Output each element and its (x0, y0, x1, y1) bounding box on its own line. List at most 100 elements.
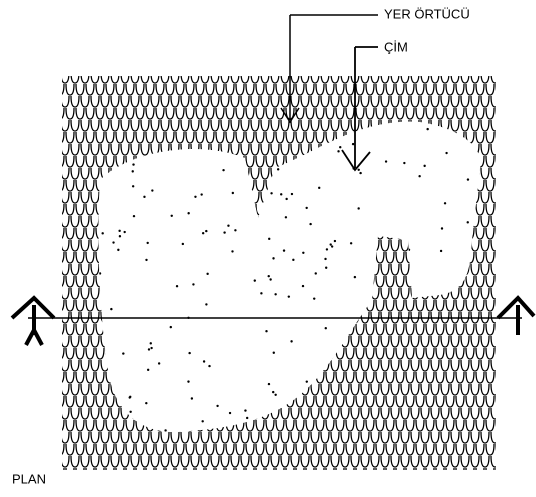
lawn-dot (117, 248, 120, 252)
lawn-dot (143, 195, 146, 199)
lawn-dot (384, 160, 388, 163)
lawn-dot (122, 352, 125, 355)
lawn-dot (325, 248, 329, 251)
lawn-dot (443, 202, 447, 205)
lawn-dot (423, 164, 426, 168)
lawn-dot (187, 380, 190, 383)
lawn-dot (314, 272, 317, 275)
lawn-leader (341, 46, 378, 172)
lawn-dot (357, 168, 360, 171)
lawn-dot (145, 258, 148, 262)
lawn-dot (188, 351, 191, 355)
lawn-dot (282, 249, 286, 252)
lawn-dot (318, 186, 321, 190)
section-marker-left (10, 295, 56, 346)
lawn-dot (276, 168, 280, 171)
lawn-dot (132, 214, 136, 218)
lawn-dot (426, 127, 429, 131)
lawn-dot (244, 409, 247, 412)
lawn-dot (253, 279, 256, 282)
lawn-dot (231, 250, 234, 253)
lawn-dot (287, 295, 291, 298)
lawn-dot (329, 243, 332, 246)
lawn-dot (267, 274, 270, 278)
lawn-dot (359, 171, 362, 175)
lawn-dot (439, 249, 443, 253)
lawn-dot (164, 429, 167, 432)
lawn-dot (169, 325, 173, 329)
ground-cover-label: YER ÖRTÜCÜ (384, 6, 470, 21)
lawn-dot (128, 396, 131, 399)
lawn-dot (145, 401, 148, 405)
ground-cover-leader (280, 14, 378, 124)
lawn-dot (337, 150, 340, 153)
lawn-dot (290, 340, 293, 343)
lawn-dot (351, 142, 355, 146)
lawn-dot (267, 382, 271, 386)
lawn-dot (118, 229, 121, 233)
lawn-dot (274, 293, 277, 296)
lawn-dot (268, 237, 271, 241)
lawn-dot (228, 411, 232, 415)
lawn-dot (157, 362, 161, 365)
lawn-dot (272, 351, 275, 354)
lawn-dot (98, 272, 102, 275)
lawn-dot (201, 232, 205, 235)
lawn-dot (112, 241, 115, 244)
lawn-dot (305, 380, 308, 383)
lawn-dot (200, 193, 203, 196)
lawn-dot (222, 168, 225, 172)
lawn-dot (227, 224, 230, 227)
lawn-dot (132, 163, 135, 166)
lawn-dot (272, 390, 275, 394)
lawn-dot (260, 292, 263, 295)
lawn-dot (216, 404, 219, 408)
lawn-dot (272, 257, 275, 260)
lawn-dot (234, 229, 237, 232)
lawn-dot (324, 326, 327, 330)
lawn-dot (192, 283, 195, 286)
lawn-dot (339, 146, 342, 149)
lawn-dot (129, 410, 132, 413)
lawn-dot (131, 170, 134, 173)
plan-caption: PLAN (12, 471, 46, 486)
lawn-dot (201, 420, 204, 423)
lawn-dot (245, 416, 249, 420)
lawn-dot (231, 191, 235, 195)
lawn-dot (466, 178, 470, 181)
lawn-dot (403, 161, 406, 165)
lawn-dot (110, 307, 113, 311)
lawn-dot (285, 197, 288, 201)
lawn-dot (205, 229, 208, 233)
lawn-dot (118, 235, 122, 238)
lawn-dot (313, 297, 316, 300)
lawn-dot (292, 258, 295, 262)
lawn-dot (324, 257, 327, 261)
lawn-dot (302, 251, 305, 254)
lawn-dot (146, 368, 150, 372)
lawn-dot (445, 151, 448, 155)
lawn-dot (205, 303, 208, 306)
lawn-dot (333, 239, 337, 243)
lawn-dot (146, 241, 149, 245)
lawn-dot (466, 221, 469, 224)
lawn-dot (309, 222, 312, 226)
lawn-dot (206, 272, 209, 276)
lawn-dot (270, 192, 273, 195)
lawn-dot (150, 346, 153, 350)
lawn-dot (149, 342, 152, 345)
lawn-dot (349, 242, 353, 245)
lawn-dot (269, 278, 272, 281)
lawn-dot (440, 227, 444, 230)
lawn-dot (194, 195, 197, 198)
lawn-dot (280, 193, 283, 196)
lawn-area (98, 121, 481, 432)
lawn-dot (170, 214, 173, 217)
lawn-dot (223, 231, 226, 234)
lawn-dot (324, 266, 328, 269)
lawn-dot (305, 206, 308, 210)
lawn-dot (301, 284, 305, 288)
lawn-dot (330, 245, 334, 248)
